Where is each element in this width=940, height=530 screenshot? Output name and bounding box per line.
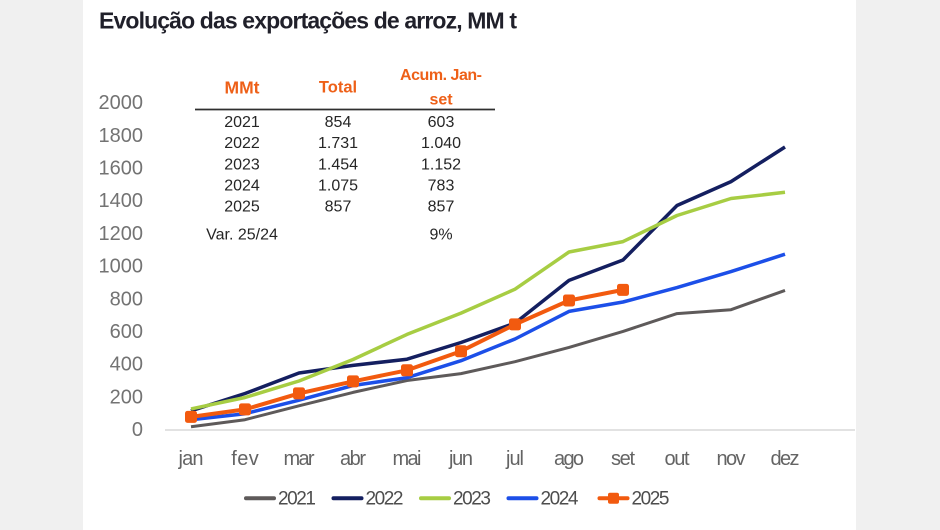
svg-text:jul: jul (505, 448, 524, 470)
svg-text:783: 783 (428, 178, 455, 195)
svg-text:2021: 2021 (278, 488, 316, 509)
svg-text:1400: 1400 (99, 190, 144, 212)
svg-text:mai: mai (393, 448, 422, 470)
svg-text:200: 200 (110, 386, 143, 408)
svg-text:1.731: 1.731 (318, 135, 358, 152)
svg-text:2024: 2024 (541, 488, 579, 509)
svg-text:400: 400 (110, 354, 143, 376)
svg-text:set: set (611, 448, 635, 470)
svg-text:mar: mar (284, 448, 315, 470)
svg-text:nov: nov (717, 448, 746, 470)
svg-text:2023: 2023 (453, 488, 491, 509)
svg-text:2024: 2024 (224, 178, 260, 195)
svg-text:Total: Total (319, 78, 357, 96)
svg-text:MMt: MMt (225, 77, 260, 97)
svg-text:857: 857 (428, 199, 455, 216)
svg-text:1200: 1200 (99, 223, 144, 245)
svg-text:2025: 2025 (632, 488, 670, 509)
svg-text:2025: 2025 (224, 199, 260, 216)
svg-text:1.152: 1.152 (421, 156, 461, 173)
svg-text:2022: 2022 (366, 488, 404, 509)
svg-text:ago: ago (554, 448, 584, 470)
svg-text:9%: 9% (429, 227, 452, 244)
svg-text:2023: 2023 (224, 156, 260, 173)
svg-text:1600: 1600 (99, 158, 144, 180)
svg-text:Acum. Jan-: Acum. Jan- (400, 67, 482, 84)
svg-text:2022: 2022 (224, 135, 260, 152)
svg-text:800: 800 (110, 288, 143, 310)
svg-text:2000: 2000 (99, 92, 144, 114)
svg-text:abr: abr (340, 448, 366, 470)
svg-text:1000: 1000 (99, 256, 144, 278)
svg-text:603: 603 (428, 114, 455, 131)
svg-text:set: set (429, 92, 453, 109)
svg-text:2021: 2021 (224, 114, 260, 131)
svg-text:Evolução das exportações de ar: Evolução das exportações de arroz, MM t (99, 8, 517, 34)
svg-text:Var. 25/24: Var. 25/24 (206, 227, 278, 244)
svg-text:0: 0 (132, 419, 143, 441)
svg-text:857: 857 (325, 199, 352, 216)
svg-text:dez: dez (771, 448, 800, 470)
svg-text:1.075: 1.075 (318, 178, 358, 195)
svg-text:jan: jan (178, 448, 204, 470)
svg-text:1800: 1800 (99, 125, 144, 147)
svg-text:fev: fev (231, 448, 259, 470)
svg-text:1.454: 1.454 (318, 156, 358, 173)
svg-text:jun: jun (448, 448, 473, 470)
svg-text:1.040: 1.040 (421, 135, 461, 152)
svg-text:out: out (665, 448, 690, 470)
svg-text:854: 854 (325, 114, 352, 131)
svg-text:600: 600 (110, 321, 143, 343)
